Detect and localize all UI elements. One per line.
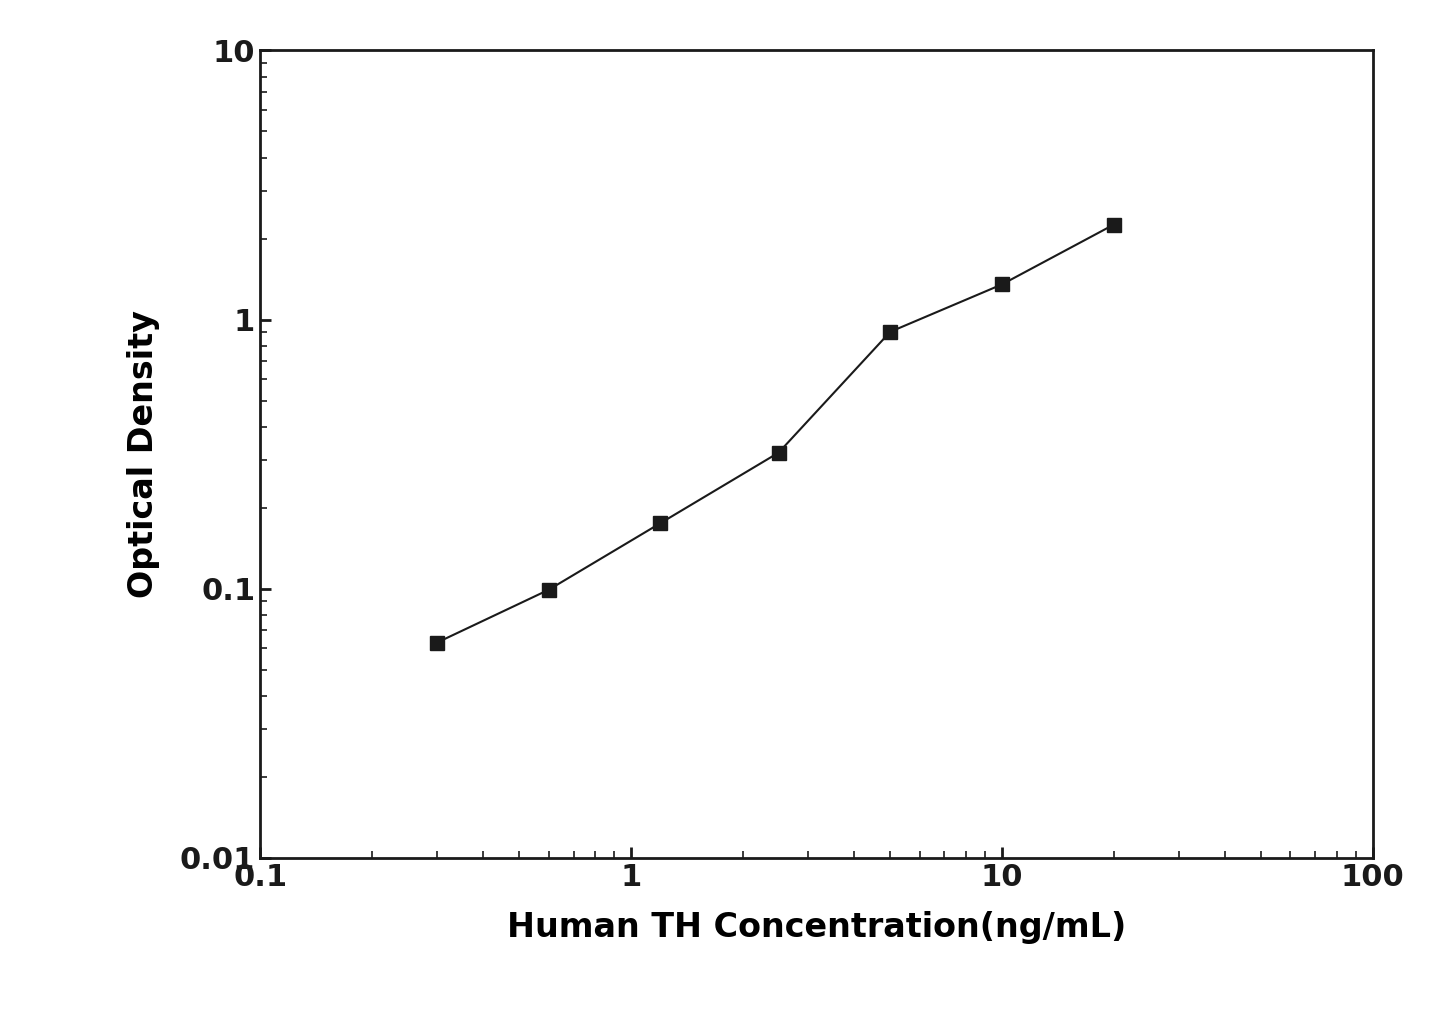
X-axis label: Human TH Concentration(ng/mL): Human TH Concentration(ng/mL) bbox=[507, 911, 1126, 944]
Y-axis label: Optical Density: Optical Density bbox=[127, 310, 160, 598]
